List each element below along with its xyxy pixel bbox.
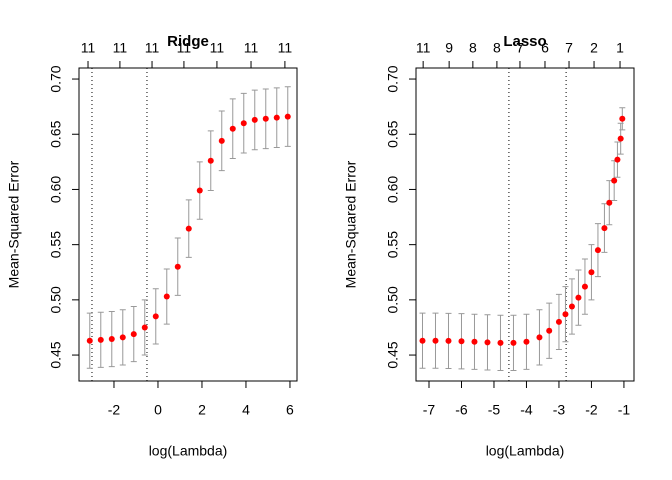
point: [611, 177, 618, 184]
point: [575, 294, 582, 301]
chart-title: Ridge: [167, 33, 209, 50]
point: [262, 115, 269, 122]
point: [555, 318, 562, 325]
point: [240, 120, 247, 127]
point: [207, 157, 214, 164]
x-axis-label: log(Lambda): [149, 443, 228, 459]
top-tick-label: 1: [616, 40, 624, 56]
x-tick-label: -2: [108, 402, 121, 418]
x-tick-label: -3: [553, 402, 566, 418]
x-tick-label: 4: [242, 402, 250, 418]
top-tick-label: 11: [81, 40, 96, 56]
y-tick-label: 0.65: [48, 120, 64, 147]
point: [229, 125, 236, 132]
top-tick-label: 11: [177, 40, 192, 56]
point: [568, 303, 575, 310]
y-tick-label: 0.60: [48, 176, 64, 203]
point: [471, 338, 478, 345]
point: [97, 336, 104, 343]
point: [185, 225, 192, 232]
x-tick-label: -7: [423, 402, 436, 418]
y-tick-label: 0.70: [48, 65, 64, 92]
point: [284, 113, 291, 120]
point: [523, 338, 530, 345]
point: [273, 114, 280, 121]
y-tick-label: 0.65: [385, 120, 401, 147]
point: [218, 137, 225, 144]
top-tick-label: 2: [590, 40, 598, 56]
point: [108, 336, 115, 343]
x-tick-label: -2: [585, 402, 598, 418]
y-tick-label: 0.45: [48, 341, 64, 368]
plot-frame: [78, 67, 298, 382]
x-axis-label: log(Lambda): [486, 443, 565, 459]
y-tick-label: 0.45: [385, 341, 401, 368]
top-tick-label: 7: [516, 40, 524, 56]
y-tick-label: 0.55: [48, 231, 64, 258]
top-tick-label: 8: [493, 40, 501, 56]
top-tick-label: 11: [416, 40, 431, 56]
point: [510, 339, 517, 346]
point: [419, 337, 426, 344]
point: [458, 338, 465, 345]
point: [497, 339, 504, 346]
point: [581, 283, 588, 290]
x-tick-label: -5: [488, 402, 501, 418]
point: [141, 324, 148, 331]
point: [536, 334, 543, 341]
top-tick-label: 11: [244, 40, 259, 56]
point: [546, 327, 553, 334]
y-tick-label: 0.50: [48, 286, 64, 313]
y-axis-label: Mean-Squared Error: [343, 160, 359, 288]
top-tick-label: 9: [445, 40, 453, 56]
top-tick-label: 8: [469, 40, 477, 56]
point: [588, 269, 595, 276]
point: [432, 337, 439, 344]
y-tick-label: 0.60: [385, 176, 401, 203]
y-tick-label: 0.70: [385, 65, 401, 92]
point: [152, 313, 159, 320]
point: [594, 247, 601, 254]
top-tick-label: 11: [210, 40, 225, 56]
top-tick-label: 11: [113, 40, 128, 56]
point: [445, 337, 452, 344]
point: [130, 331, 137, 338]
point: [484, 339, 491, 346]
plot-frame: [415, 67, 635, 382]
point: [163, 293, 170, 300]
point: [601, 225, 608, 232]
top-tick-label: 11: [278, 40, 293, 56]
y-axis-label: Mean-Squared Error: [6, 160, 22, 288]
x-tick-label: 6: [286, 402, 294, 418]
x-tick-label: -4: [520, 402, 533, 418]
y-tick-label: 0.50: [385, 286, 401, 313]
point: [614, 156, 621, 163]
x-tick-label: -6: [455, 402, 468, 418]
point: [606, 199, 613, 206]
chart-title: Lasso: [503, 33, 546, 50]
top-tick-label: 11: [145, 40, 160, 56]
point: [617, 135, 624, 142]
top-tick-label: 7: [565, 40, 573, 56]
point: [251, 116, 258, 123]
top-tick-label: 6: [541, 40, 549, 56]
point: [119, 334, 126, 341]
point: [174, 263, 181, 270]
point: [86, 337, 93, 344]
y-tick-label: 0.55: [385, 231, 401, 258]
point: [562, 311, 569, 318]
x-tick-label: 0: [154, 402, 162, 418]
x-tick-label: 2: [198, 402, 206, 418]
point: [619, 115, 626, 122]
point: [196, 187, 203, 194]
x-tick-label: -1: [618, 402, 631, 418]
